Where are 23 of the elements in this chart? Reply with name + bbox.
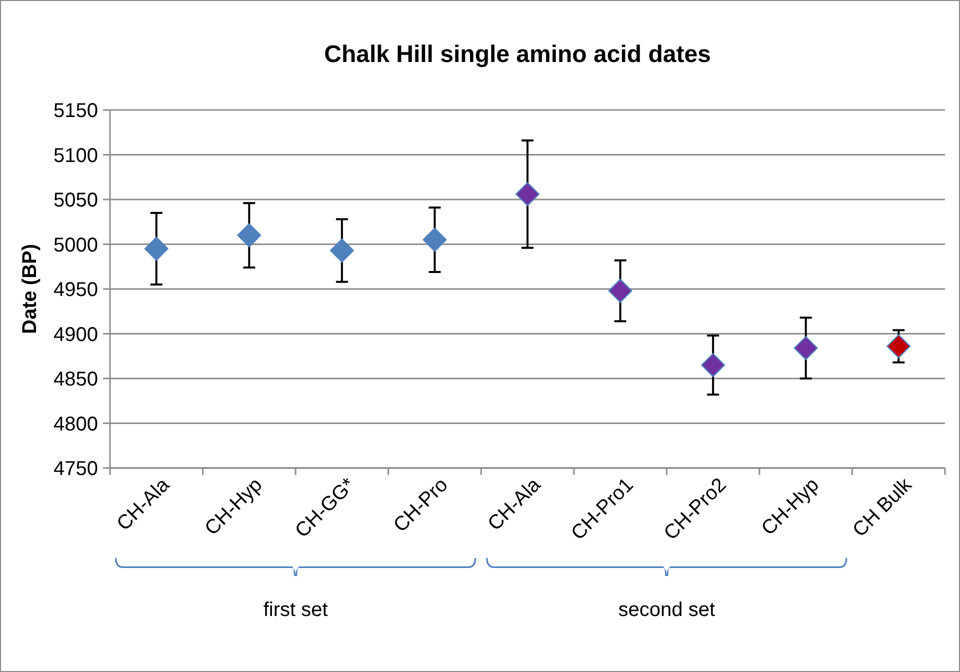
point bbox=[144, 236, 168, 261]
y-tick-label: 5050 bbox=[54, 190, 98, 212]
point bbox=[608, 278, 632, 303]
point bbox=[330, 238, 354, 263]
text: second set bbox=[618, 599, 716, 621]
y-tick-label: 4850 bbox=[54, 368, 98, 390]
y-tick-label: 5100 bbox=[54, 144, 98, 167]
y-tick-label: 5000 bbox=[54, 234, 98, 256]
y-axis-title: Date (BP) bbox=[19, 244, 41, 334]
chart-title: Chalk Hill single amino acid dates bbox=[324, 41, 711, 68]
point bbox=[701, 353, 726, 378]
y-tick-label: 4950 bbox=[54, 279, 98, 301]
point bbox=[422, 228, 447, 252]
y-tick-label: 4750 bbox=[54, 458, 98, 480]
text: first set bbox=[263, 599, 328, 621]
point bbox=[516, 182, 540, 206]
point bbox=[886, 334, 911, 358]
y-tick-label: 4900 bbox=[54, 324, 98, 346]
y-tick-label: 5150 bbox=[54, 100, 98, 122]
point bbox=[794, 336, 818, 360]
point bbox=[237, 223, 262, 248]
x-tick-label: CH Bulk bbox=[848, 473, 917, 542]
y-tick-label: 4800 bbox=[54, 413, 98, 436]
